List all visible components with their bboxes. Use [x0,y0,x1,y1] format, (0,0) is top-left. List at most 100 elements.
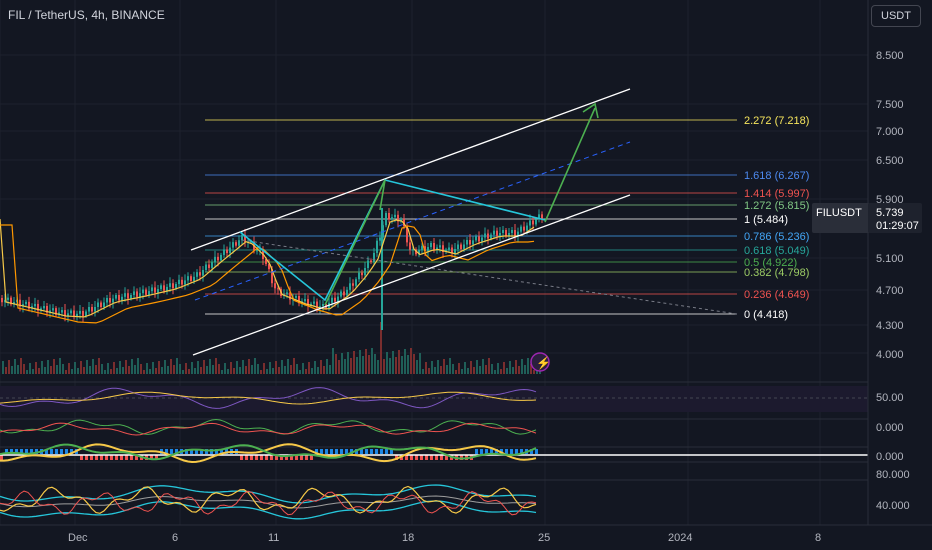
volume-bar [497,363,499,374]
candle-body [256,250,258,252]
momentum-bar [410,455,413,460]
volume-bar [362,356,364,374]
candle-body [373,252,375,262]
volume-bar [392,351,394,374]
volume-bar [230,362,232,374]
volume-bar [395,357,397,374]
volume-bar [158,361,160,374]
candle-body [469,240,471,245]
candle-body [424,246,426,252]
candle-body [31,306,33,309]
fib-level-label: 0.786 (5.236) [744,231,809,243]
candle-body [88,307,90,312]
candle-body [154,287,156,293]
indicator-axis-label: 50.00 [876,392,904,404]
volume-bar [305,369,307,374]
volume-bar [479,366,481,374]
candle-body [163,285,165,291]
volume-bar [167,366,169,374]
momentum-bar [435,455,438,460]
momentum-bar [495,449,498,454]
momentum-line [0,443,537,464]
momentum-bar [440,455,443,460]
indicator-axis-label: 80.000 [876,469,910,481]
candle-body [106,298,108,303]
candle-body [136,291,138,297]
momentum-bar [265,455,268,460]
momentum-bar [300,455,303,460]
candle-body [28,301,30,309]
volume-bar [509,361,511,374]
volume-bar [65,370,67,374]
candle-body [355,279,357,286]
time-axis-label: 8 [815,532,821,544]
volume-bar [272,368,274,374]
volume-bar [32,369,34,374]
volume-bar [494,370,496,374]
price-axis-bg [868,0,932,550]
volume-bar [374,354,376,374]
candle-body [478,236,480,242]
candle-body [250,241,252,243]
price-axis-label: 4.000 [876,349,904,361]
lightning-icon[interactable] [530,352,550,372]
volume-bar [146,363,148,374]
momentum-bar [55,449,58,454]
price-axis-label: 6.500 [876,155,904,167]
volume-bar [443,359,445,374]
volume-bar [515,360,517,374]
projection-leg [324,179,386,306]
volume-bar [71,369,73,374]
momentum-bar [120,455,123,460]
candle-body [433,243,435,250]
time-axis-label: 18 [402,532,414,544]
momentum-bar [65,449,68,454]
volume-bar [110,369,112,374]
volume-bar [176,358,178,374]
volume-bar [41,361,43,374]
candle-body [484,233,486,238]
candle-body [196,272,198,277]
volume-bar [98,358,100,374]
oscillator-line-2 [0,490,537,516]
volume-bar [242,360,244,374]
channel-upper-line [190,88,631,251]
volume-bar [524,365,526,374]
momentum-bar [275,455,278,460]
volume-bar [260,370,262,374]
volume-bar [248,359,250,374]
momentum-bar [240,455,243,460]
projection-arrowhead [582,102,599,119]
candle-body [109,298,111,303]
time-axis-label: 2024 [668,532,692,544]
momentum-bar [350,449,353,454]
current-price-badge[interactable] [868,203,922,233]
candle-body [472,240,474,245]
candle-body [427,247,429,252]
candle-body [232,242,234,248]
candle-body [271,269,273,284]
candle-body [244,234,246,242]
candle-body [91,307,93,312]
candle-body [46,306,48,313]
momentum-bar [530,449,533,454]
candle-body [79,310,81,314]
volume-bar [290,365,292,374]
candle-body [400,219,402,222]
momentum-bar [250,455,253,460]
momentum-bar [110,455,113,460]
currency-button[interactable]: USDT [871,5,921,27]
candle-body [436,247,438,250]
candle-body [184,280,186,285]
momentum-bar [345,449,348,454]
volume-bar [431,361,433,374]
current-price-label: 5.739 [876,207,904,219]
candle-body [265,259,267,265]
candle-body [130,295,132,299]
indicator-axis-label: 0.000 [876,422,904,434]
candle-body [133,291,135,295]
volume-bar [221,370,223,374]
candle-body [466,240,468,245]
volume-bar [275,361,277,374]
